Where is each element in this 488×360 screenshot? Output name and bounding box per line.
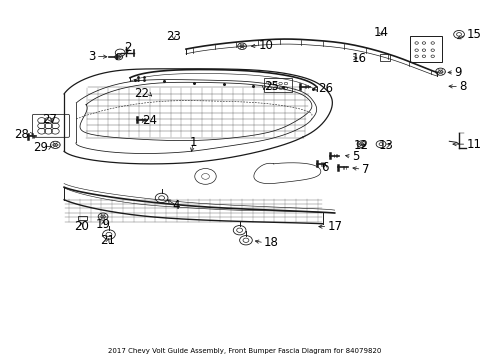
Text: 20: 20: [74, 220, 88, 233]
Text: 6: 6: [321, 161, 328, 174]
Text: 18: 18: [264, 236, 278, 249]
Bar: [78, 216, 86, 220]
Text: 19: 19: [95, 218, 110, 231]
Text: 13: 13: [378, 139, 392, 152]
Text: 16: 16: [351, 51, 366, 64]
Bar: [409, 36, 441, 62]
Text: 17: 17: [327, 220, 342, 233]
Bar: [379, 54, 389, 61]
Text: 21: 21: [100, 234, 115, 247]
Text: 8: 8: [458, 80, 466, 93]
Text: 24: 24: [142, 114, 157, 127]
Text: 15: 15: [466, 28, 480, 41]
Text: 2: 2: [123, 41, 131, 54]
Text: 25: 25: [264, 80, 278, 93]
Text: 29: 29: [33, 141, 48, 154]
Text: 7: 7: [361, 163, 368, 176]
Text: 10: 10: [259, 39, 273, 52]
Text: 26: 26: [317, 82, 332, 95]
Text: 22: 22: [134, 87, 149, 100]
Text: 23: 23: [166, 30, 181, 43]
Text: 2017 Chevy Volt Guide Assembly, Front Bumper Fascia Diagram for 84079820: 2017 Chevy Volt Guide Assembly, Front Bu…: [107, 348, 381, 354]
Text: 3: 3: [88, 50, 96, 63]
Text: 9: 9: [453, 66, 461, 79]
Text: 12: 12: [353, 139, 368, 152]
Text: 1: 1: [189, 136, 197, 149]
Text: 28: 28: [14, 127, 29, 141]
Text: 5: 5: [351, 150, 358, 163]
Text: 4: 4: [172, 199, 180, 212]
Bar: [264, 78, 292, 92]
Text: 27: 27: [42, 113, 57, 126]
Text: 11: 11: [466, 138, 480, 150]
Text: 14: 14: [373, 27, 388, 40]
